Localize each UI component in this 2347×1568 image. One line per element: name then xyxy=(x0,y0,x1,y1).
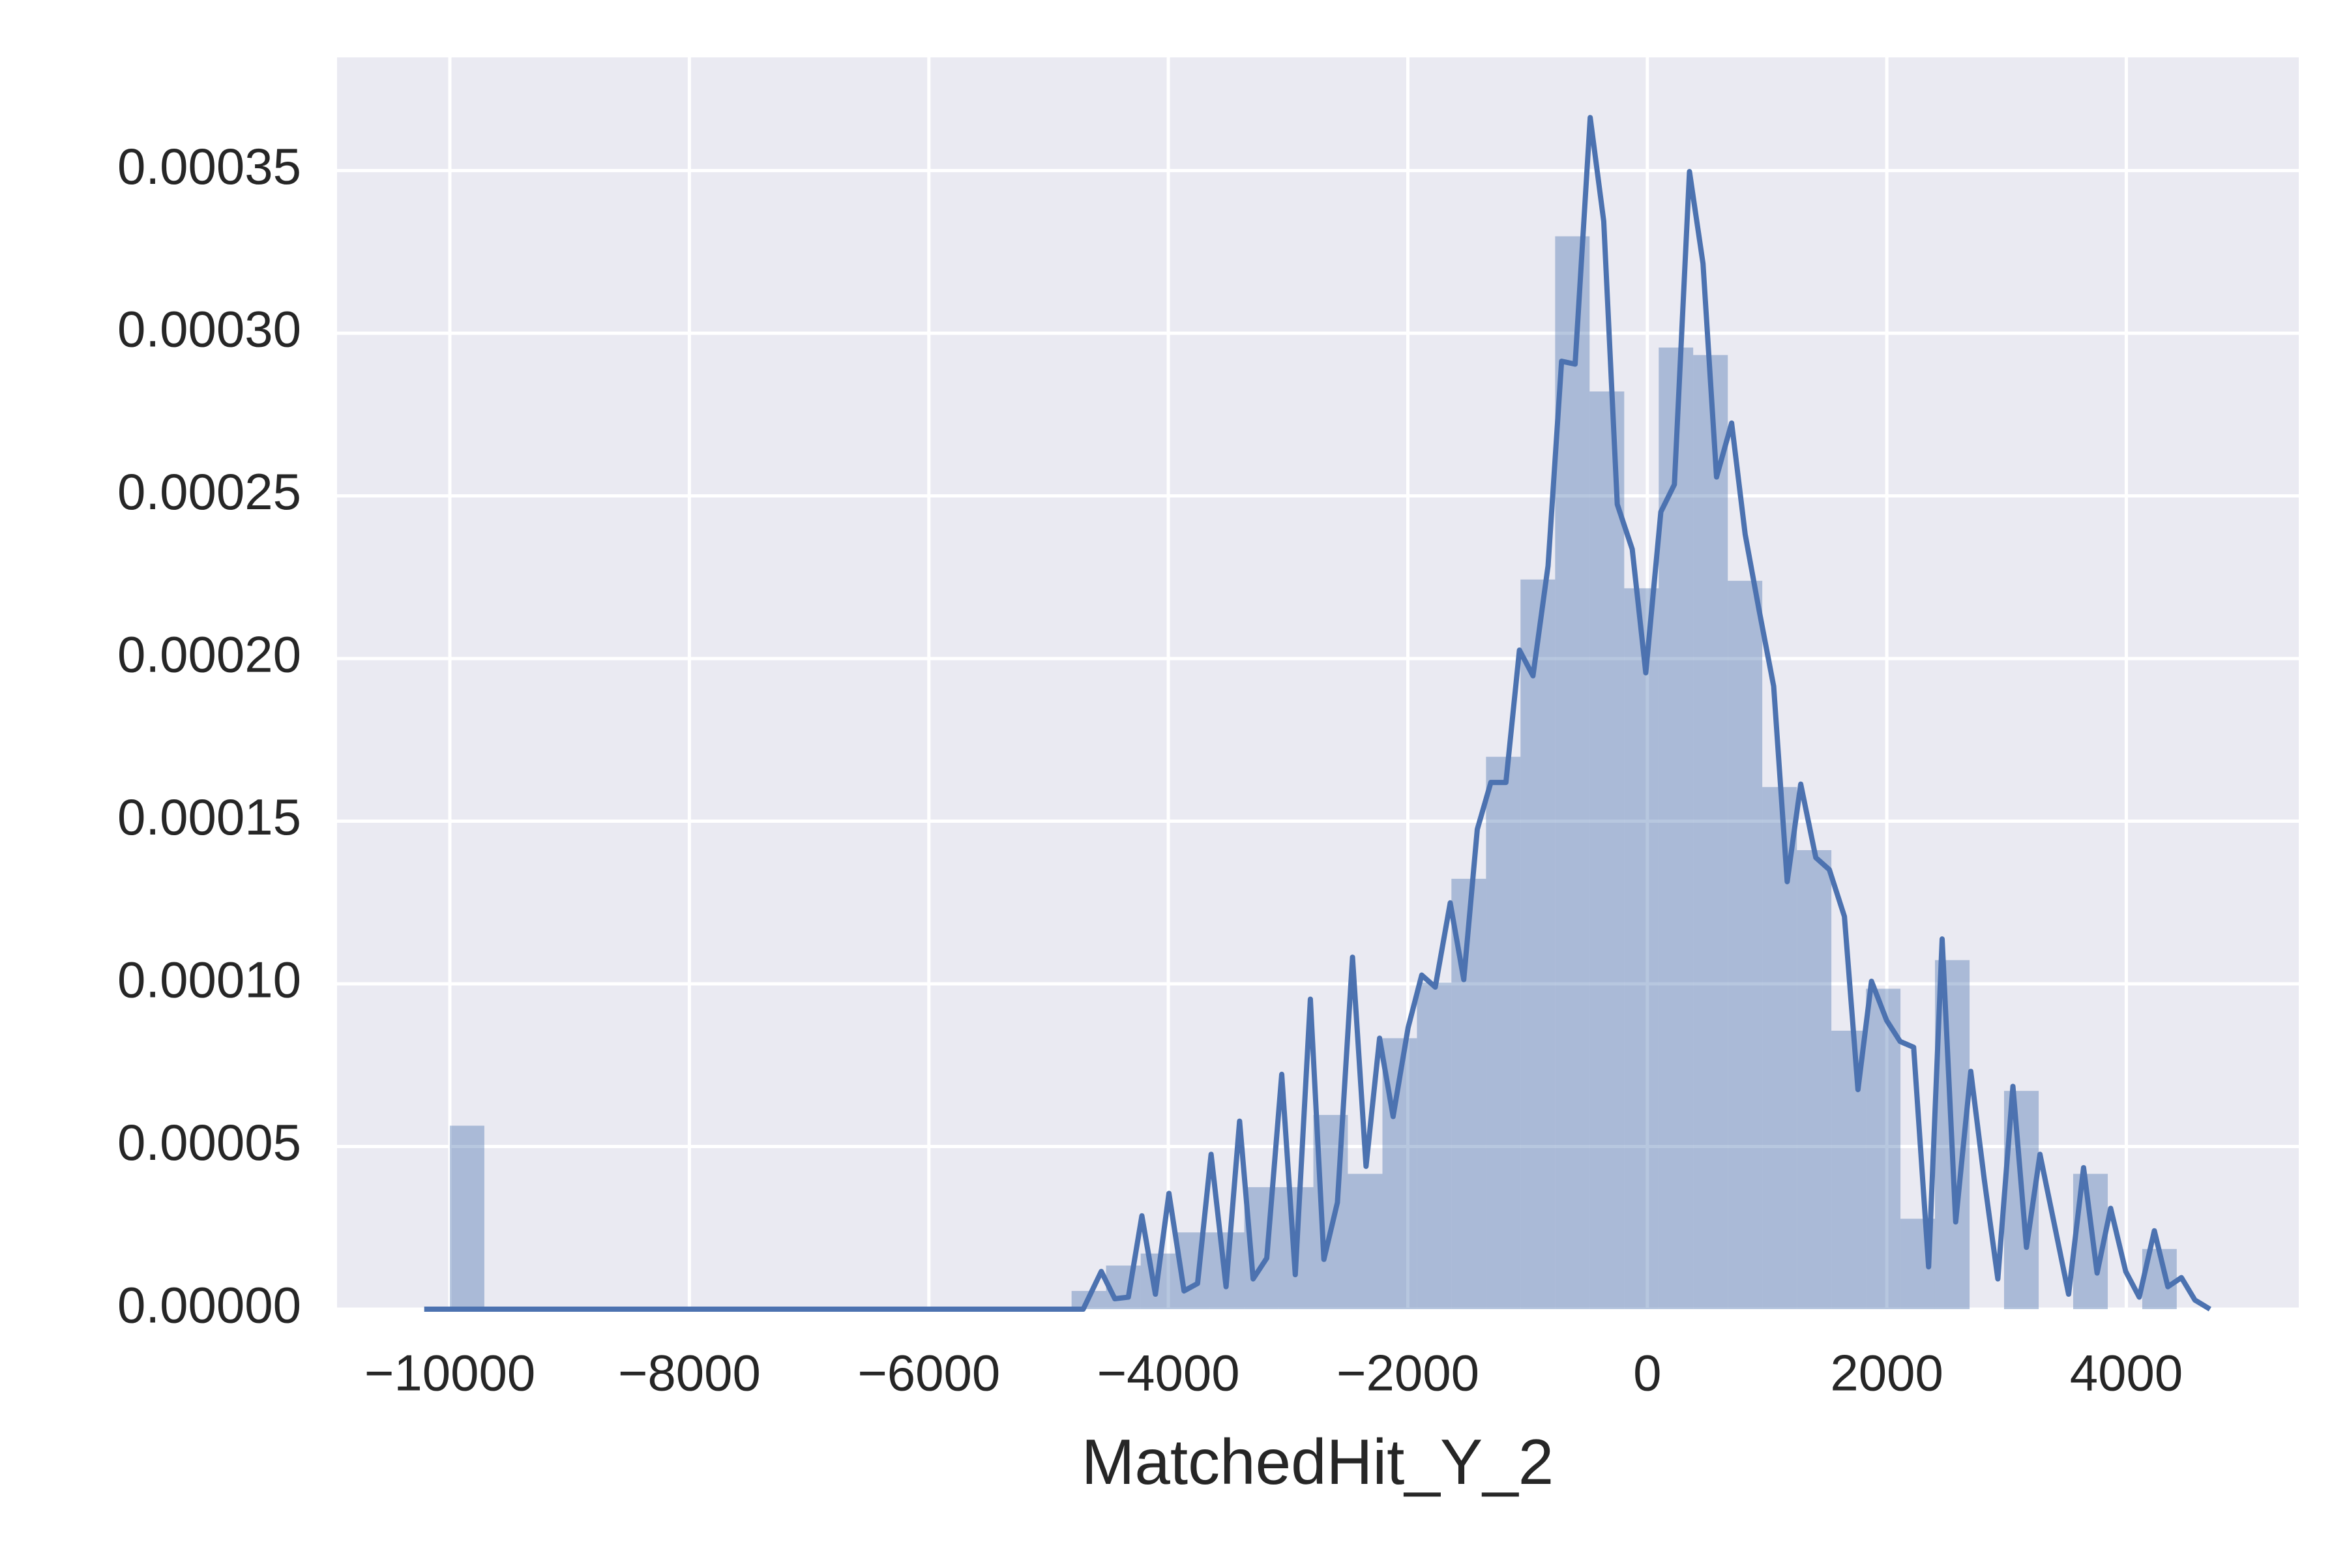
histogram-bar xyxy=(1659,348,1694,1309)
y-tick-label: 0.00000 xyxy=(117,1277,301,1334)
histogram-bar xyxy=(1520,579,1556,1310)
y-tick-label: 0.00005 xyxy=(117,1114,301,1171)
histogram-bar xyxy=(450,1125,484,1309)
histogram-bar xyxy=(1866,988,1901,1309)
x-tick-label: −10000 xyxy=(364,1344,535,1402)
histogram-bar xyxy=(1348,1174,1383,1309)
y-tick-label: 0.00020 xyxy=(117,626,301,683)
x-axis-label: MatchedHit_Y_2 xyxy=(1082,1426,1554,1498)
y-tick-label: 0.00015 xyxy=(117,788,301,846)
y-tick-label: 0.00035 xyxy=(117,138,301,195)
histogram-bar xyxy=(1762,787,1797,1309)
x-tick-label: −4000 xyxy=(1097,1344,1240,1402)
x-tick-label: −2000 xyxy=(1336,1344,1479,1402)
histogram-bar xyxy=(1624,588,1659,1310)
histogram-bar xyxy=(1797,850,1832,1309)
marks xyxy=(424,115,2211,1312)
histogram-bar xyxy=(1486,756,1521,1309)
x-tick-label: 4000 xyxy=(2070,1344,2183,1402)
y-tick-label: 0.00025 xyxy=(117,463,301,520)
histogram-bar xyxy=(1693,355,1728,1309)
x-tick-label: 2000 xyxy=(1830,1344,1943,1402)
histogram-bar xyxy=(1555,236,1590,1310)
histogram-bar xyxy=(1728,580,1763,1310)
histogram-bar xyxy=(1589,391,1625,1310)
x-tick-label: 0 xyxy=(1633,1344,1661,1402)
histogram-bar xyxy=(1417,983,1452,1309)
labels: 0.00000 0.00005 0.00010 0.00015 0.00020 0.000… xyxy=(117,138,2183,1401)
y-tick-label: 0.00030 xyxy=(117,301,301,358)
kde-line xyxy=(424,115,2211,1312)
x-tick-label: −8000 xyxy=(618,1344,761,1402)
y-tick-label: 0.00010 xyxy=(117,951,301,1009)
x-tick-label: −6000 xyxy=(857,1344,1000,1402)
